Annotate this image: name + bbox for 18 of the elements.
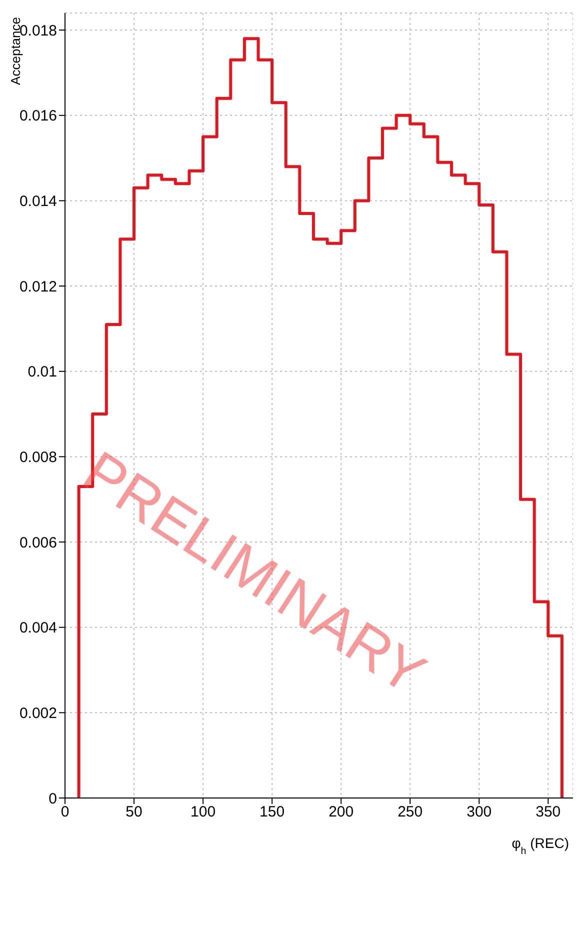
y-tick-label: 0.012: [19, 278, 57, 296]
y-tick-label: 0.01: [28, 364, 57, 381]
y-tick-label: 0.014: [19, 193, 57, 210]
y-tick-label: 0.006: [19, 534, 57, 552]
x-tick-label: 150: [260, 804, 285, 821]
x-tick-label: 350: [536, 804, 561, 821]
x-tick-label: 50: [126, 804, 142, 821]
x-tick-label: 100: [190, 804, 216, 821]
x-tick-label: 250: [398, 804, 423, 821]
x-tick-label: 300: [466, 804, 492, 821]
x-tick-label: 200: [328, 804, 354, 821]
y-tick-label: 0.008: [19, 449, 57, 466]
y-tick-label: 0.016: [19, 108, 57, 125]
y-tick-label: 0.002: [19, 705, 57, 722]
y-tick-label: 0.004: [19, 620, 57, 637]
x-axis-title: φ$_{h}$ (REC): [512, 835, 569, 856]
y-tick-label: 0: [48, 790, 57, 808]
x-tick-label: 0: [60, 804, 70, 821]
